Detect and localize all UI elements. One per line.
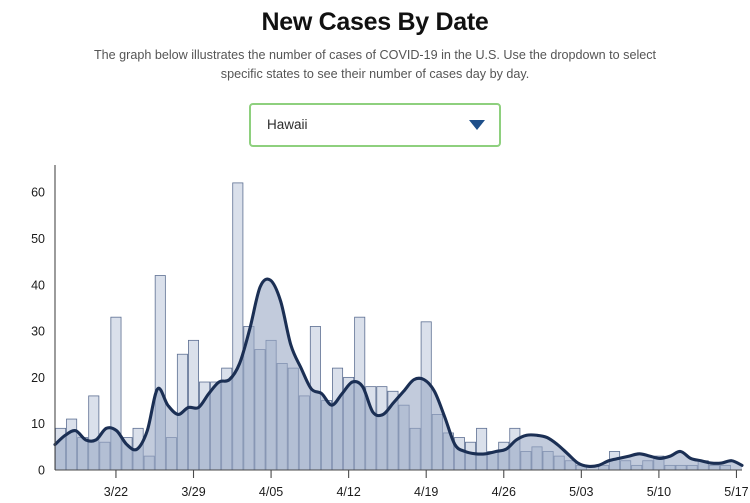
y-axis-tick-label: 30 [31, 325, 45, 339]
x-axis-tick-label: 5/10 [647, 485, 671, 499]
y-axis-tick-label: 0 [38, 464, 45, 478]
chevron-down-icon [469, 119, 485, 130]
y-axis-tick-label: 60 [31, 186, 45, 200]
x-axis-tick-label: 5/03 [569, 485, 593, 499]
x-axis-tick-label: 4/05 [259, 485, 283, 499]
y-axis-tick-label: 50 [31, 232, 45, 246]
new-cases-chart: 0 10 20 30 40 50 60 3/22 3/29 4/05 4/12 4/19 4/26 5/0… [0, 157, 750, 503]
x-axis-tick-label: 4/12 [336, 485, 360, 499]
y-axis-tick-label: 20 [31, 371, 45, 385]
page-title: New Cases By Date [261, 8, 489, 36]
state-select-dropdown[interactable]: Hawaii [249, 102, 501, 147]
average-area [55, 279, 742, 470]
page-subtitle: The graph below illustrates the number o… [93, 47, 657, 82]
x-axis-tick-label: 5/17 [724, 485, 748, 499]
chart-svg: 0 10 20 30 40 50 60 3/22 3/29 4/05 4/12 4/19 4/26 5/0… [31, 165, 749, 499]
state-select-value: Hawaii [267, 117, 308, 133]
state-selector-wrap: Hawaii [0, 102, 750, 147]
y-axis-tick-label: 40 [31, 278, 45, 292]
x-axis-tick-label: 3/22 [104, 485, 128, 499]
new-cases-page: New Cases By Date The graph below illust… [0, 8, 750, 503]
x-axis-tick-label: 4/19 [414, 485, 438, 499]
x-axis-tick-label: 3/29 [181, 485, 205, 499]
average-line [53, 277, 744, 468]
x-axis-tick-label: 4/26 [492, 485, 516, 499]
y-axis-tick-label: 10 [31, 417, 45, 431]
